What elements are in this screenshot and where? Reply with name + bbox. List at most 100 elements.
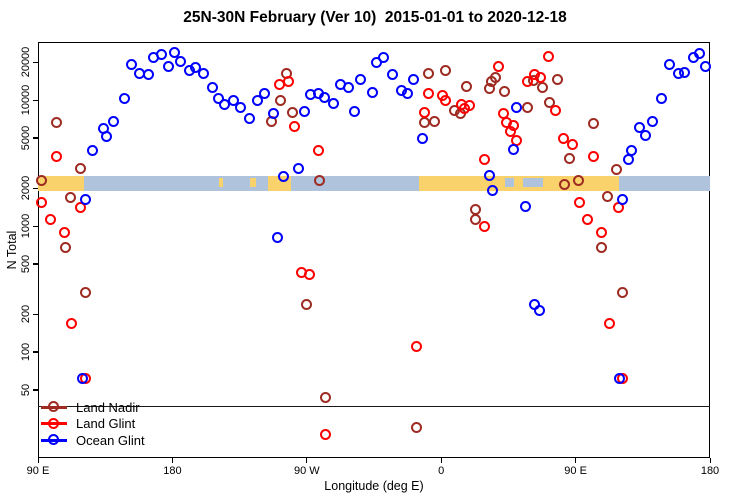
- data-point-land-nadir: [551, 74, 563, 86]
- data-point-ocean-glint: [197, 68, 209, 79]
- data-point-ocean-glint: [656, 92, 668, 104]
- y-tick-label: 200: [20, 304, 32, 324]
- data-point-land-glint: [587, 151, 599, 163]
- data-point-ocean-glint: [417, 133, 429, 145]
- legend-marker-icon: [48, 401, 59, 413]
- data-point-ocean-glint: [484, 169, 496, 181]
- data-point-ocean-glint: [293, 163, 305, 175]
- data-point-ocean-glint: [190, 62, 202, 74]
- data-point-ocean-glint: [639, 130, 651, 142]
- data-point-land-nadir: [596, 242, 608, 254]
- x-tick-mark: [440, 458, 442, 463]
- x-tick-mark: [709, 458, 711, 463]
- data-point-land-glint: [574, 197, 586, 209]
- data-point-land-nadir: [51, 117, 63, 129]
- y-tick-mark: [33, 61, 38, 63]
- data-point-ocean-glint: [342, 81, 354, 93]
- x-tick-label: 90 E: [26, 465, 50, 477]
- legend-line: [41, 401, 67, 413]
- data-point-land-glint: [535, 71, 547, 83]
- data-point-land-glint: [596, 227, 608, 239]
- data-point-land-nadir: [423, 68, 435, 79]
- map-strip-segment-ocean: [618, 176, 710, 191]
- data-point-ocean-glint: [251, 94, 263, 106]
- y-tick-label: 1000: [20, 213, 32, 239]
- legend-label: Ocean Glint: [76, 432, 145, 448]
- data-point-land-nadir: [36, 175, 48, 187]
- legend-item: Land Glint: [41, 416, 145, 433]
- x-tick-mark: [37, 458, 39, 463]
- data-point-ocean-glint: [126, 59, 138, 71]
- data-point-ocean-glint: [235, 101, 247, 113]
- data-point-land-nadir: [572, 175, 584, 187]
- data-point-land-nadir: [79, 286, 91, 298]
- map-strip-segment-ocean: [505, 178, 515, 187]
- y-tick-mark: [33, 389, 38, 391]
- data-point-land-nadir: [429, 116, 441, 128]
- data-point-land-nadir: [611, 163, 623, 175]
- y-tick-label: 100: [20, 342, 32, 362]
- data-point-land-glint: [603, 317, 615, 329]
- data-point-land-glint: [566, 138, 578, 150]
- y-tick-label: 20000: [20, 46, 32, 78]
- data-point-land-nadir: [559, 178, 571, 190]
- data-point-land-nadir: [314, 174, 326, 186]
- data-point-ocean-glint: [212, 92, 224, 104]
- data-point-land-glint: [505, 126, 517, 138]
- y-tick-mark: [33, 351, 38, 353]
- data-point-ocean-glint: [327, 98, 339, 110]
- data-point-land-nadir: [287, 106, 299, 118]
- y-tick-label: 500: [20, 254, 32, 274]
- data-point-ocean-glint: [378, 52, 390, 64]
- data-point-land-nadir: [499, 85, 511, 97]
- data-point-land-glint: [463, 100, 475, 112]
- data-point-ocean-glint: [206, 81, 218, 93]
- data-point-land-glint: [418, 106, 430, 118]
- data-point-ocean-glint: [258, 87, 270, 99]
- legend-line: [41, 417, 67, 429]
- legend: Land Nadir Land Glint Ocean Glint: [41, 399, 145, 449]
- data-point-land-glint: [66, 317, 78, 329]
- data-point-ocean-glint: [678, 66, 690, 78]
- map-strip-segment-land: [250, 178, 257, 187]
- data-point-land-nadir: [418, 117, 430, 129]
- data-point-ocean-glint: [175, 56, 187, 68]
- y-tick-label: 10000: [20, 84, 32, 116]
- data-point-ocean-glint: [693, 48, 705, 60]
- map-strip-segment-ocean: [523, 178, 543, 187]
- data-point-ocean-glint: [118, 92, 130, 104]
- data-point-land-nadir: [64, 191, 76, 203]
- data-point-ocean-glint: [79, 193, 91, 205]
- data-point-land-glint: [36, 197, 48, 209]
- y-tick-label: 5000: [20, 125, 32, 151]
- data-point-land-glint: [493, 60, 505, 72]
- data-point-land-nadir: [617, 286, 629, 298]
- data-point-land-glint: [439, 94, 451, 106]
- data-point-land-glint: [550, 105, 562, 117]
- data-point-land-glint: [542, 51, 554, 63]
- x-tick-label: 180: [163, 465, 182, 477]
- data-point-land-glint: [312, 144, 324, 156]
- data-point-ocean-glint: [647, 116, 659, 128]
- data-point-ocean-glint: [299, 105, 311, 117]
- data-point-ocean-glint: [163, 60, 175, 72]
- data-point-land-glint: [320, 428, 332, 440]
- data-point-ocean-glint: [533, 305, 545, 317]
- world-map-strip: [38, 176, 710, 191]
- data-point-ocean-glint: [354, 74, 366, 86]
- data-point-ocean-glint: [100, 130, 112, 142]
- data-point-ocean-glint: [155, 49, 167, 61]
- data-point-land-nadir: [75, 163, 87, 175]
- data-point-land-nadir: [484, 83, 496, 95]
- data-point-land-nadir: [439, 65, 451, 77]
- data-point-ocean-glint: [387, 68, 399, 80]
- data-point-ocean-glint: [366, 86, 378, 98]
- data-point-land-glint: [521, 76, 533, 88]
- data-point-ocean-glint: [508, 144, 520, 156]
- x-tick-label: 90 E: [564, 465, 587, 477]
- x-tick-mark: [575, 458, 577, 463]
- data-point-ocean-glint: [633, 122, 645, 134]
- data-point-ocean-glint: [108, 116, 120, 128]
- x-tick-mark: [171, 458, 174, 463]
